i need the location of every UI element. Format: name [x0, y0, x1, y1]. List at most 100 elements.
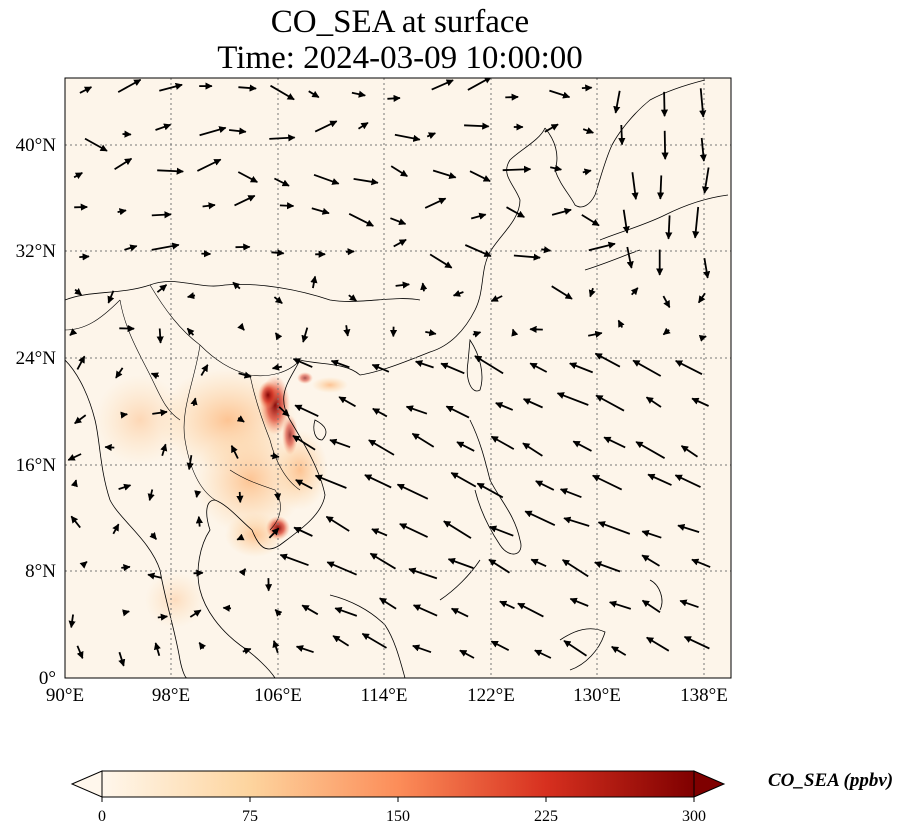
wind-arrow — [450, 607, 469, 618]
wind-arrow — [157, 613, 169, 621]
wind-arrow — [238, 371, 252, 379]
wind-arrow — [691, 397, 709, 407]
wind-arrow — [561, 559, 589, 578]
x-tick-label: 114°E — [361, 685, 408, 706]
wind-arrow — [399, 523, 428, 538]
wind-arrow — [200, 364, 209, 376]
wind-arrow — [505, 93, 519, 101]
wind-arrow — [295, 479, 313, 490]
wind-arrow — [194, 490, 202, 498]
wind-arrow — [271, 363, 283, 371]
wind-arrow — [683, 635, 710, 650]
wind-arrow — [420, 282, 428, 292]
wind-arrow — [563, 516, 590, 527]
wind-arrow — [412, 644, 432, 654]
wind-arrow — [237, 322, 245, 331]
wind-arrow — [236, 533, 245, 541]
wind-arrow — [674, 474, 701, 488]
wind-arrow — [271, 249, 285, 257]
wind-arrow — [76, 645, 84, 659]
wind-arrow — [197, 158, 222, 172]
wind-arrow — [199, 126, 227, 137]
wind-arrow — [490, 640, 510, 652]
wind-arrow — [680, 445, 699, 458]
wind-arrow — [151, 242, 180, 251]
wind-arrow — [440, 362, 465, 375]
wind-arrow — [699, 88, 707, 118]
wind-arrow — [632, 359, 662, 377]
y-axis-ticks: 0° 8°N 16°N 24°N 32°N 40°N — [16, 135, 57, 689]
wind-arrow — [506, 206, 525, 218]
wind-arrow — [679, 599, 699, 609]
wind-arrow — [147, 489, 155, 501]
wind-arrow — [675, 359, 703, 376]
wind-arrow — [603, 436, 626, 449]
wind-arrow — [464, 244, 492, 258]
wind-arrow — [153, 642, 161, 656]
wind-arrow — [641, 554, 660, 567]
wind-arrow — [490, 435, 515, 450]
wind-arrow — [626, 246, 634, 269]
wind-arrow — [631, 172, 639, 200]
wind-arrow — [314, 474, 347, 489]
wind-arrow — [371, 528, 388, 537]
wind-arrow — [190, 397, 198, 406]
wind-arrow — [70, 479, 78, 488]
wind-arrow — [656, 175, 665, 200]
wind-arrow — [361, 632, 387, 649]
wind-arrow — [472, 330, 482, 338]
wind-arrow — [232, 281, 241, 290]
wind-arrow — [517, 602, 544, 618]
wind-arrow — [550, 164, 563, 172]
wind-arrow — [67, 453, 82, 461]
wind-arrow — [117, 78, 142, 93]
colorbar-max-extend — [693, 770, 726, 798]
wind-arrow — [186, 327, 195, 336]
wind-arrow — [450, 472, 477, 488]
wind-arrow — [274, 332, 283, 341]
colorbar-gradient — [101, 770, 695, 798]
wind-arrow — [544, 123, 559, 133]
wind-arrow — [618, 124, 626, 146]
wind-arrow — [272, 640, 280, 654]
wind-arrow — [641, 530, 662, 539]
wind-arrow — [665, 215, 673, 240]
x-tick-label: 98°E — [152, 685, 190, 706]
colorbar-tick-label: 0 — [98, 808, 106, 825]
wind-arrow — [269, 134, 296, 142]
y-tick-label: 16°N — [16, 455, 57, 476]
wind-arrow — [313, 173, 340, 185]
wind-arrow — [124, 244, 138, 252]
wind-arrow — [588, 330, 603, 338]
x-tick-label: 138°E — [680, 685, 728, 706]
wind-arrow — [470, 212, 487, 220]
wind-arrow — [149, 532, 157, 540]
wind-arrow — [236, 415, 245, 423]
wind-arrow — [488, 558, 510, 574]
co-concentration-field — [95, 368, 348, 628]
wind-arrow — [279, 553, 309, 567]
wind-arrow — [151, 211, 172, 219]
wind-arrow — [242, 647, 252, 655]
wind-arrow — [195, 515, 203, 527]
colorbar-label: CO_SEA (ppbv) — [768, 770, 894, 791]
y-tick-label: 32°N — [16, 241, 57, 262]
wind-arrow — [530, 558, 547, 568]
wind-arrow — [394, 133, 421, 142]
colorbar-tick-label: 150 — [386, 808, 410, 825]
wind-arrow — [122, 130, 132, 138]
wind-arrow — [294, 404, 319, 418]
wind-arrow — [330, 359, 350, 369]
wind-arrow — [613, 90, 621, 114]
y-tick-label: 40°N — [16, 135, 57, 156]
colorbar-tick-label: 75 — [242, 808, 258, 825]
wind-arrow — [325, 515, 350, 532]
wind-arrow — [646, 636, 670, 652]
wind-arrow — [159, 82, 183, 92]
wind-arrow — [229, 127, 247, 135]
wind-arrow — [198, 642, 207, 650]
wind-arrow — [588, 241, 616, 252]
wind-arrow — [114, 157, 133, 171]
wind-arrow — [273, 296, 283, 305]
wind-arrow — [661, 130, 669, 160]
